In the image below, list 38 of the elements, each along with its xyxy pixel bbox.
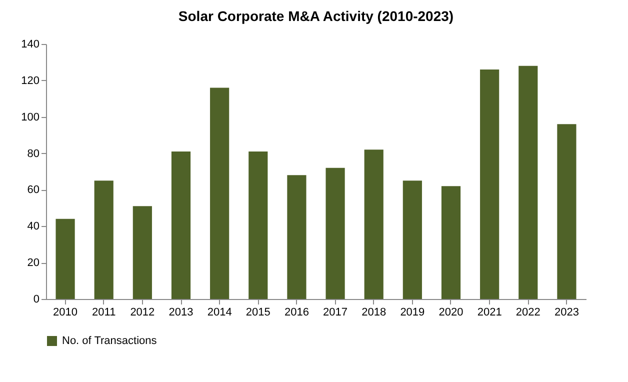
bar xyxy=(441,186,461,299)
x-tick-label: 2017 xyxy=(323,306,348,318)
bar xyxy=(132,206,152,299)
x-tick-label: 2018 xyxy=(362,306,386,318)
bar xyxy=(56,218,75,299)
y-tick-label: 0 xyxy=(33,294,40,306)
bar xyxy=(364,150,384,299)
y-tick-label: 60 xyxy=(27,184,40,196)
x-tick-label: 2020 xyxy=(438,306,464,318)
x-tick-label: 2015 xyxy=(246,306,270,318)
bar xyxy=(518,66,538,299)
bar xyxy=(402,180,422,299)
x-tick-label: 2023 xyxy=(554,306,579,318)
bar xyxy=(210,88,230,299)
bar xyxy=(480,70,500,299)
bar xyxy=(557,124,576,299)
x-tick-label: 2012 xyxy=(130,306,155,318)
bar xyxy=(326,168,345,299)
bar xyxy=(94,180,114,299)
y-tick-label: 40 xyxy=(27,220,40,233)
bar xyxy=(171,151,191,299)
y-tick-label: 80 xyxy=(27,148,40,160)
x-tick-label: 2022 xyxy=(516,306,540,318)
x-tick-label: 2013 xyxy=(168,306,194,318)
x-tick-label: 2021 xyxy=(477,306,502,318)
y-tick-label: 100 xyxy=(21,111,40,124)
y-tick-label: 140 xyxy=(21,38,40,50)
x-tick-label: 2019 xyxy=(400,306,425,318)
bar xyxy=(248,151,268,299)
y-tick-label: 20 xyxy=(27,257,40,270)
chart-title: Solar Corporate M&A Activity (2010-2023) xyxy=(178,8,454,24)
x-tick-label: 2010 xyxy=(53,306,78,318)
y-tick-label: 120 xyxy=(21,74,40,87)
bar xyxy=(287,175,306,299)
x-tick-label: 2011 xyxy=(92,306,116,318)
x-tick-label: 2014 xyxy=(207,306,232,318)
x-tick-label: 2016 xyxy=(284,306,309,318)
legend-label: No. of Transactions xyxy=(62,335,158,347)
